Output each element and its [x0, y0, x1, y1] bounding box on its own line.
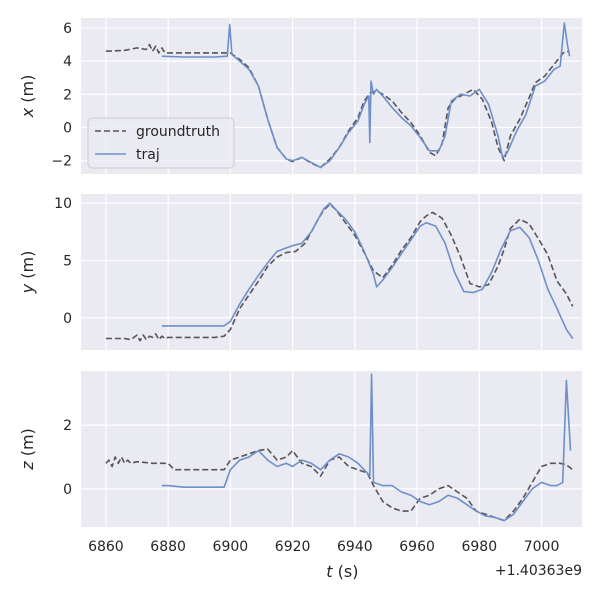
y-axis-label-unit: (m): [18, 251, 37, 284]
legend: groundtruth traj: [87, 117, 235, 169]
y-tick-label: 2: [63, 418, 72, 434]
x-axis-label-symbol: t: [326, 562, 333, 581]
y-axis-label: y (m): [18, 251, 37, 295]
x-tick-label: 6880: [150, 539, 186, 555]
series-line-groundtruth-y: [105, 203, 574, 342]
x-tick-label: 6920: [275, 539, 311, 555]
y-axis-label-unit: (m): [18, 75, 37, 108]
y-tick-label: 5: [63, 254, 72, 270]
series-line-groundtruth-x: [105, 43, 570, 169]
x-tick-label: 6940: [337, 539, 373, 555]
y-axis-label-symbol: z: [18, 461, 37, 471]
x-tick-label: 6860: [88, 539, 124, 555]
panel-z: 0 2 z (m): [18, 371, 582, 527]
panel-x-series: [105, 22, 571, 169]
y-tick-label: 4: [63, 54, 72, 70]
legend-label-groundtruth: groundtruth: [136, 124, 220, 140]
panel-y: 0 5 10 y (m): [18, 194, 582, 350]
y-axis-label-unit: (m): [18, 428, 37, 461]
y-tick-label: 6: [63, 21, 72, 37]
series-line-traj-y: [161, 202, 574, 339]
y-tick-label: 0: [63, 121, 72, 137]
y-tick-label: 2: [63, 87, 72, 103]
y-tick-label: −2: [51, 154, 72, 170]
panel-z-series: [105, 373, 574, 522]
y-axis-label: x (m): [18, 75, 37, 119]
x-tick-label: 6960: [399, 539, 435, 555]
y-tick-label: 10: [54, 196, 72, 212]
panel-z-background: [81, 371, 582, 527]
y-tick-label: 0: [63, 482, 72, 498]
legend-label-traj: traj: [136, 147, 160, 163]
y-axis-label-symbol: x: [18, 107, 37, 118]
x-tick-label: 7000: [524, 539, 560, 555]
series-line-traj-z: [161, 373, 572, 522]
x-axis-label: t (s): [326, 562, 358, 581]
y-tick-label: 0: [63, 311, 72, 327]
series-line-traj-x: [161, 22, 571, 169]
y-axis-label: z (m): [18, 428, 37, 471]
x-offset-label: +1.40363e9: [495, 563, 582, 579]
x-tick-label: 6980: [461, 539, 497, 555]
x-tick-label: 6900: [213, 539, 249, 555]
y-axis-label-symbol: y: [18, 283, 37, 294]
panel-y-background: [81, 194, 582, 350]
panel-y-series: [105, 202, 574, 342]
x-axis-label-unit: (s): [333, 562, 359, 581]
